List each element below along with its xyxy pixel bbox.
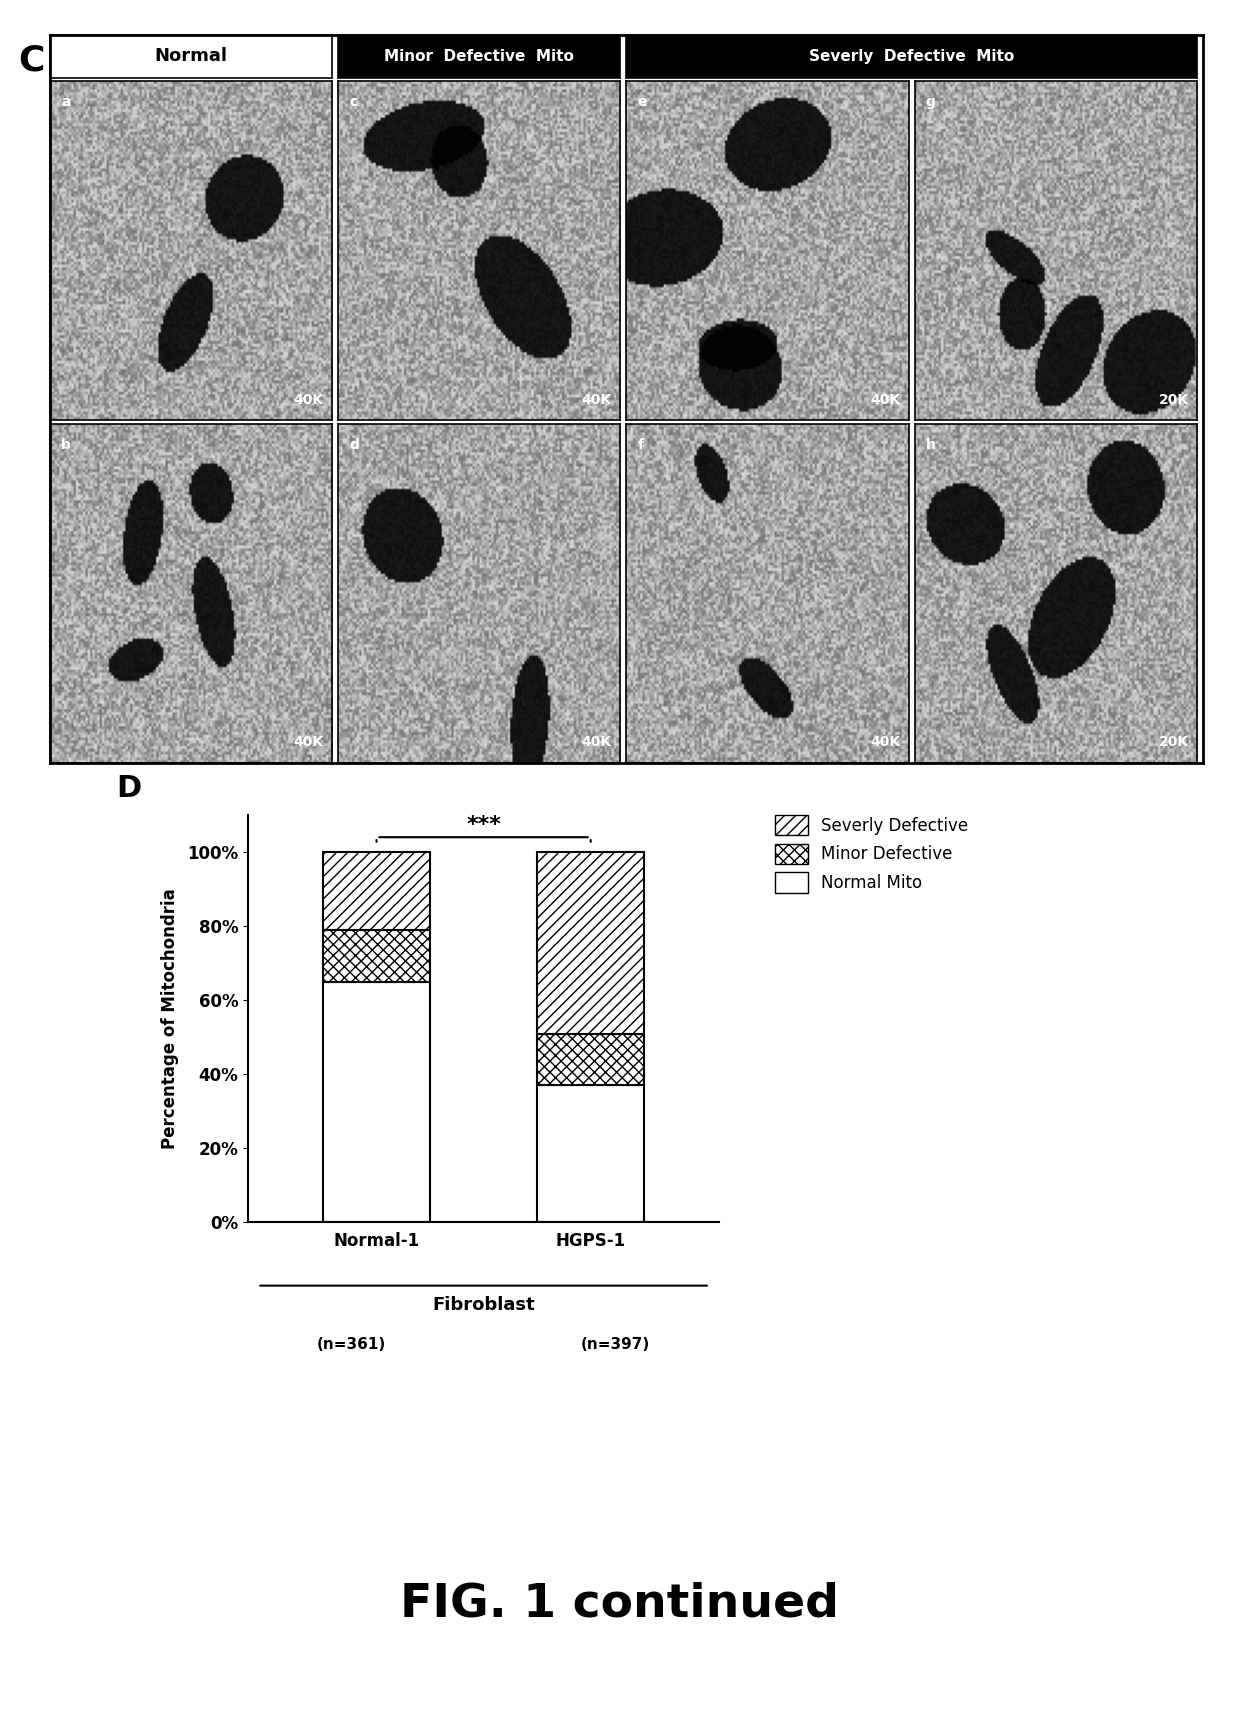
Bar (537, 1085, 645, 1222)
Text: Normal: Normal (154, 47, 227, 66)
Bar (322, 981, 430, 1222)
Text: a: a (61, 95, 71, 109)
Text: 40K: 40K (582, 735, 613, 749)
Text: FIG. 1 continued: FIG. 1 continued (401, 1581, 839, 1626)
Text: 20K: 20K (1158, 394, 1189, 407)
Text: 40K: 40K (870, 394, 900, 407)
Text: (n=397): (n=397) (580, 1337, 650, 1351)
Text: 40K: 40K (870, 735, 900, 749)
Bar (322, 851, 430, 929)
Text: 40K: 40K (294, 735, 324, 749)
Text: 40K: 40K (582, 394, 613, 407)
Text: Fibroblast: Fibroblast (433, 1295, 534, 1314)
Text: g: g (926, 95, 936, 109)
Y-axis label: Percentage of Mitochondria: Percentage of Mitochondria (161, 888, 179, 1150)
Text: f: f (637, 437, 644, 451)
Legend: Severly Defective, Minor Defective, Normal Mito: Severly Defective, Minor Defective, Norm… (775, 815, 968, 893)
Text: d: d (350, 437, 360, 451)
Bar (537, 851, 645, 1033)
Text: c: c (350, 95, 357, 109)
Text: b: b (61, 437, 71, 451)
Bar (537, 1033, 645, 1085)
Text: 40K: 40K (294, 394, 324, 407)
Text: (n=361): (n=361) (317, 1337, 387, 1351)
Text: C: C (19, 43, 45, 78)
Text: D: D (117, 773, 141, 803)
Text: 20K: 20K (1158, 735, 1189, 749)
Text: e: e (637, 95, 647, 109)
Text: h: h (926, 437, 936, 451)
Bar (322, 929, 430, 981)
Text: Severly  Defective  Mito: Severly Defective Mito (808, 49, 1014, 64)
Text: Minor  Defective  Mito: Minor Defective Mito (384, 49, 574, 64)
Text: ***: *** (466, 815, 501, 836)
